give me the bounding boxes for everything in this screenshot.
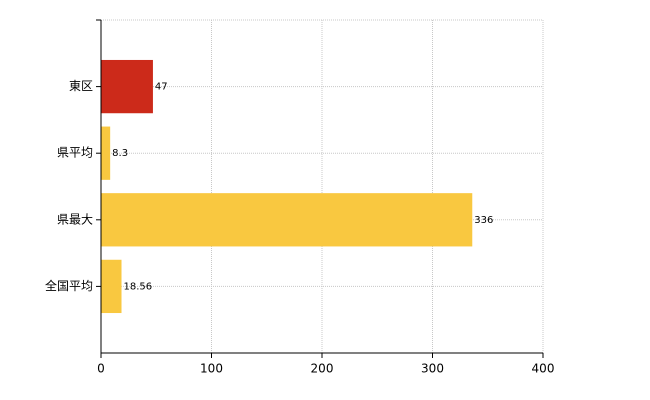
x-tick-label: 100: [200, 362, 223, 376]
bar: [101, 193, 473, 247]
x-tick-label: 0: [97, 362, 105, 376]
y-tick-label: 東区: [69, 79, 93, 93]
y-tick-label: 県最大: [57, 212, 93, 226]
value-label: 18.56: [124, 281, 153, 292]
bar: [101, 259, 122, 314]
y-tick-label: 県平均: [57, 146, 93, 160]
x-tick-label: 200: [311, 362, 334, 376]
x-tick-label: 400: [532, 362, 555, 376]
bar: [101, 126, 111, 180]
x-tick-label: 300: [421, 362, 444, 376]
value-label: 8.3: [112, 148, 128, 159]
value-label: 47: [155, 82, 168, 93]
y-tick-label: 全国平均: [45, 278, 93, 293]
bar: [101, 59, 153, 114]
value-label: 336: [474, 215, 493, 226]
